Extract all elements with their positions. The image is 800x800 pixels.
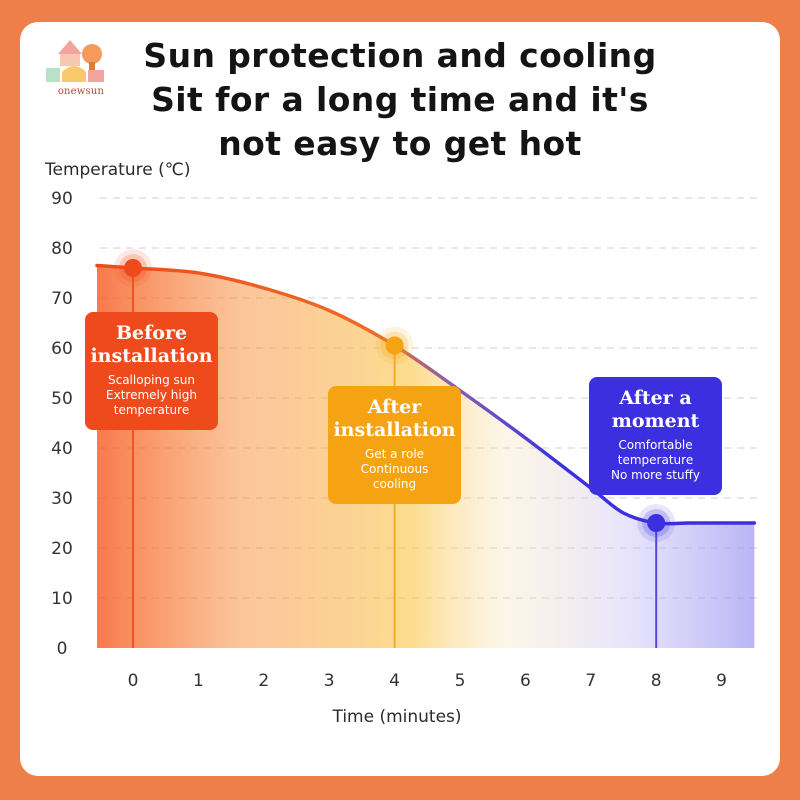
- callout-text-line: Continuous: [360, 462, 429, 476]
- headline-line-2: Sit for a long time and it's: [151, 80, 649, 119]
- headline: Sun protection and cooling Sit for a lon…: [120, 34, 680, 166]
- callout-heading-line: moment: [611, 410, 700, 432]
- logo-block-shape: [46, 68, 60, 82]
- x-axis-label: Time (minutes): [331, 707, 461, 727]
- x-tick-label: 4: [389, 671, 400, 691]
- callout-before-installation: Before installation Scalloping sun Extre…: [85, 312, 218, 430]
- callout-text-line: Comfortable: [618, 438, 693, 452]
- callout-text-line: Get a role: [364, 447, 425, 461]
- callout-text-line: Scalloping sun: [107, 373, 196, 387]
- headline-line-1: Sun protection and cooling: [143, 36, 657, 75]
- logo-wall-shape: [60, 54, 80, 66]
- y-axis-label: Temperature (℃): [44, 160, 190, 180]
- brand-logo-text: onewsun: [57, 86, 105, 97]
- logo-roof-shape: [58, 40, 82, 54]
- callout-heading-line: installation: [333, 419, 456, 441]
- y-tick-label: 0: [57, 639, 68, 659]
- y-tick-label: 80: [51, 239, 73, 259]
- logo-tree-shape: [82, 44, 102, 64]
- temperature-line: [95, 263, 757, 526]
- highlight-point: [114, 249, 152, 287]
- y-tick-label: 40: [51, 439, 73, 459]
- series-line: [95, 263, 757, 526]
- x-tick-label: 3: [324, 671, 335, 691]
- callout-heading: After installation: [328, 396, 461, 442]
- x-tick-label: 5: [455, 671, 466, 691]
- callout-text-line: temperature: [113, 403, 190, 417]
- y-tick-label: 70: [51, 289, 73, 309]
- x-tick-label: 9: [716, 671, 727, 691]
- callout-text-line: Extremely high: [106, 388, 197, 402]
- x-tick-label: 2: [258, 671, 269, 691]
- callout-heading-line: installation: [90, 345, 213, 367]
- y-tick-label: 30: [51, 489, 73, 509]
- highlight-points: [114, 249, 676, 542]
- logo-block-shape: [88, 70, 104, 82]
- callout-heading-line: After a: [619, 387, 692, 409]
- callout-after-a-moment: After a moment Comfortable temperature N…: [589, 377, 722, 495]
- callout-text-line: No more stuffy: [611, 468, 700, 482]
- callout-heading: After a moment: [589, 387, 722, 433]
- callout-heading-line: Before: [115, 322, 188, 344]
- callout-text: Scalloping sun Extremely high temperatur…: [85, 373, 218, 418]
- x-tick-label: 0: [128, 671, 139, 691]
- callout-text: Comfortable temperature No more stuffy: [589, 438, 722, 483]
- callout-text-line: cooling: [372, 477, 417, 491]
- x-tick-label: 7: [585, 671, 596, 691]
- y-tick-label: 60: [51, 339, 73, 359]
- logo-arch-shape: [62, 66, 86, 82]
- y-tick-label: 20: [51, 539, 73, 559]
- x-tick-label: 1: [193, 671, 204, 691]
- x-tick-labels: 0 1 2 3 4 5 6 7 8 9: [128, 671, 727, 691]
- x-tick-label: 6: [520, 671, 531, 691]
- y-tick-labels: 0 10 20 30 40 50 60 70 80 90: [51, 189, 73, 659]
- callout-after-installation: After installation Get a role Continuous…: [328, 386, 461, 504]
- highlight-point: [637, 504, 676, 542]
- y-tick-label: 90: [51, 189, 73, 209]
- callout-text-line: temperature: [617, 453, 694, 467]
- brand-logo: [46, 40, 104, 82]
- y-tick-label: 10: [51, 589, 73, 609]
- callout-text: Get a role Continuous cooling: [328, 447, 461, 492]
- callout-heading-line: After: [367, 396, 422, 418]
- headline-line-3: not easy to get hot: [218, 124, 582, 163]
- callout-heading: Before installation: [85, 322, 218, 368]
- highlight-point: [375, 326, 414, 365]
- y-tick-label: 50: [51, 389, 73, 409]
- x-tick-label: 8: [651, 671, 662, 691]
